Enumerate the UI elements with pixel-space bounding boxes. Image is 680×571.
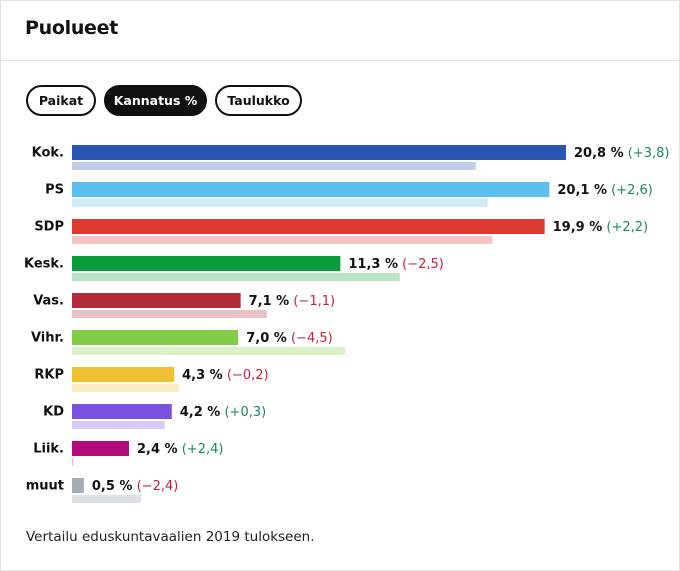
value-label: 2,4 % (+2,4) [137, 442, 223, 457]
change-text: (−2,5) [398, 257, 444, 272]
bar-current [72, 404, 172, 419]
bar-current [72, 256, 341, 271]
bar-current [72, 293, 241, 308]
category-label: Vihr. [31, 331, 64, 346]
change-text: (+0,3) [220, 405, 266, 420]
bar-previous [72, 458, 73, 466]
bar-previous [72, 236, 493, 244]
comparison-note: Vertailu eduskuntavaalien 2019 tulokseen… [26, 529, 315, 545]
value-label: 20,8 % (+3,8) [574, 146, 669, 161]
bar-previous [72, 495, 141, 503]
bar-previous [72, 421, 165, 429]
bar-current [72, 219, 545, 234]
bar-previous [72, 310, 267, 318]
value-label: 19,9 % (+2,2) [553, 220, 648, 235]
value-text: 2,4 % [137, 442, 178, 457]
change-text: (+2,6) [607, 183, 653, 198]
category-label: Kok. [32, 146, 64, 161]
bar-current [72, 441, 129, 456]
bar-current [72, 330, 239, 345]
change-text: (+2,2) [602, 220, 648, 235]
change-text: (−4,5) [287, 331, 333, 346]
bar-current [72, 182, 550, 197]
value-text: 19,9 % [553, 220, 603, 235]
value-label: 7,0 % (−4,5) [246, 331, 332, 346]
category-label: Kesk. [24, 257, 64, 272]
category-label: SDP [34, 220, 64, 235]
bar-current [72, 145, 566, 160]
value-text: 4,2 % [180, 405, 221, 420]
change-text: (+2,4) [178, 442, 224, 457]
bar-previous [72, 199, 488, 207]
bar-previous [72, 162, 476, 170]
category-label: RKP [34, 368, 64, 383]
card-title: Puolueet [25, 17, 118, 39]
category-label: PS [45, 183, 64, 198]
value-label: 11,3 % (−2,5) [348, 257, 443, 272]
support-bar-chart: Kok. 20,8 % (+3,8) PS 20,1 % (+2,6) SDP 19,9 … [24, 145, 669, 503]
value-text: 0,5 % [92, 479, 133, 494]
card-header: Puolueet [1, 1, 679, 61]
value-text: 20,1 % [557, 183, 607, 198]
tab-kannatus[interactable]: Kannatus % [104, 85, 207, 116]
value-text: 4,3 % [182, 368, 223, 383]
change-text: (−1,1) [289, 294, 335, 309]
value-label: 20,1 % (+2,6) [557, 183, 652, 198]
change-text: (+3,8) [624, 146, 670, 161]
value-text: 7,0 % [246, 331, 287, 346]
category-label: KD [43, 405, 64, 420]
tab-taulukko[interactable]: Taulukko [215, 85, 302, 116]
bar-previous [72, 347, 346, 355]
category-label: Vas. [33, 294, 64, 309]
bar-current [72, 367, 175, 382]
value-label: 4,2 % (+0,3) [180, 405, 266, 420]
value-label: 7,1 % (−1,1) [249, 294, 335, 309]
category-label: muut [26, 479, 64, 494]
change-text: (−2,4) [132, 479, 178, 494]
value-label: 4,3 % (−0,2) [182, 368, 268, 383]
value-text: 11,3 % [348, 257, 398, 272]
tab-paikat[interactable]: Paikat [26, 85, 96, 116]
change-text: (−0,2) [223, 368, 269, 383]
category-label: Liik. [33, 442, 64, 457]
value-text: 7,1 % [249, 294, 290, 309]
bar-previous [72, 384, 179, 392]
bar-previous [72, 273, 400, 281]
bar-current [72, 478, 84, 493]
value-label: 0,5 % (−2,4) [92, 479, 178, 494]
value-text: 20,8 % [574, 146, 624, 161]
